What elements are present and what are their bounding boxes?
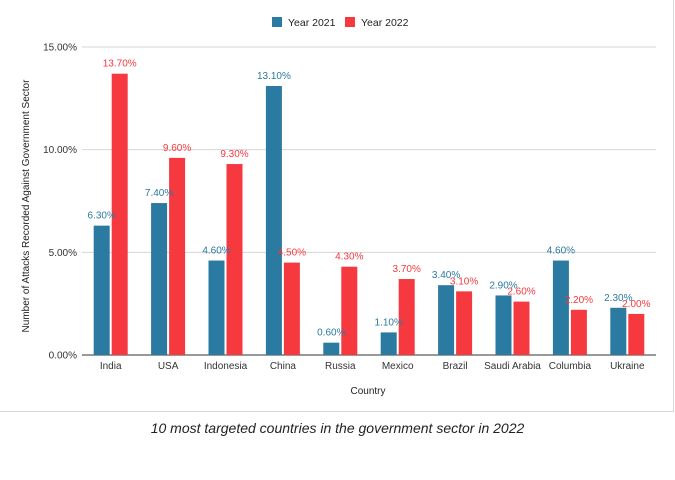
x-tick-label: Saudi Arabia — [484, 361, 541, 372]
bar-year-2022 — [226, 164, 243, 355]
y-tick-label: 0.00% — [49, 351, 77, 362]
data-label: 3.10% — [450, 276, 478, 287]
x-tick-label: USA — [158, 361, 179, 372]
legend-swatch — [272, 17, 282, 27]
bar-year-2021 — [610, 307, 627, 355]
x-tick-label: Columbia — [549, 361, 592, 372]
data-label: 3.40% — [432, 270, 460, 281]
figure-caption: 10 most targeted countries in the govern… — [150, 420, 525, 436]
bar-year-2021 — [552, 260, 569, 355]
bar-year-2021 — [323, 342, 340, 355]
x-axis-ticks: India USA Indonesia China Russia Mexico Brazil… — [100, 361, 645, 372]
bar-year-2022 — [111, 73, 128, 356]
data-label: 2.90% — [489, 280, 517, 291]
bar-year-2022 — [341, 266, 358, 355]
data-label: 7.40% — [145, 188, 173, 199]
x-tick-label: Ukraine — [610, 361, 645, 372]
data-labels: 6.30% 13.70% 7.40% 9.60% 4.60% 9.30% 13.10% 4.5… — [88, 59, 651, 339]
data-label: 0.60% — [317, 328, 345, 339]
legend-swatch — [345, 17, 355, 27]
x-tick-label: China — [270, 361, 297, 372]
bar-year-2022 — [628, 313, 645, 355]
chart-frame: 0.00% 5.00% 10.00% 15.00% 6.30% 13.70% 7.40% 9… — [0, 0, 674, 412]
x-tick-label: Brazil — [443, 361, 468, 372]
data-label: 13.10% — [257, 71, 291, 82]
data-label: 9.60% — [163, 143, 191, 154]
data-label: 6.30% — [88, 211, 116, 222]
legend: Year 2021 Year 2022 — [272, 17, 409, 29]
data-label: 9.30% — [220, 149, 248, 160]
bar-year-2022 — [283, 262, 300, 355]
y-axis-title: Number of Attacks Recorded Against Gover… — [21, 79, 32, 333]
y-tick-label: 15.00% — [43, 43, 77, 54]
data-label: 4.30% — [335, 252, 363, 263]
data-label: 1.10% — [375, 317, 403, 328]
x-tick-label: Indonesia — [204, 361, 248, 372]
bar-year-2022 — [169, 157, 186, 355]
bar-year-2021 — [438, 285, 455, 355]
data-label: 2.20% — [565, 295, 593, 306]
bar-year-2021 — [495, 295, 512, 355]
data-label: 13.70% — [103, 59, 137, 70]
bar-year-2021 — [380, 332, 397, 355]
y-tick-label: 10.00% — [43, 145, 77, 156]
data-label: 2.00% — [622, 299, 650, 310]
data-label: 4.60% — [547, 246, 575, 257]
bar-chart: 0.00% 5.00% 10.00% 15.00% 6.30% 13.70% 7.40% 9… — [21, 17, 656, 397]
data-label: 2.30% — [604, 293, 632, 304]
bar-year-2021 — [93, 225, 110, 355]
x-tick-label: Mexico — [382, 361, 414, 372]
bar-year-2021 — [265, 86, 282, 355]
x-axis-title: Country — [350, 386, 385, 397]
legend-entry: Year 2022 — [361, 17, 409, 29]
y-axis-ticks: 0.00% 5.00% 10.00% 15.00% — [43, 43, 77, 362]
bar-year-2022 — [398, 279, 415, 355]
gridlines — [82, 46, 656, 356]
data-label: 2.60% — [507, 287, 535, 298]
y-tick-label: 5.00% — [49, 248, 77, 259]
x-tick-label: India — [100, 361, 122, 372]
legend-entry: Year 2021 — [288, 17, 336, 29]
bar-year-2022 — [570, 309, 587, 355]
data-label: 4.60% — [202, 246, 230, 257]
bar-year-2022 — [456, 291, 473, 355]
bar-year-2021 — [151, 203, 168, 355]
x-tick-label: Russia — [325, 361, 356, 372]
data-label: 4.50% — [278, 248, 306, 259]
data-label: 3.70% — [393, 264, 421, 275]
bar-year-2021 — [208, 260, 225, 355]
bars — [93, 73, 645, 356]
bar-year-2022 — [513, 301, 530, 355]
